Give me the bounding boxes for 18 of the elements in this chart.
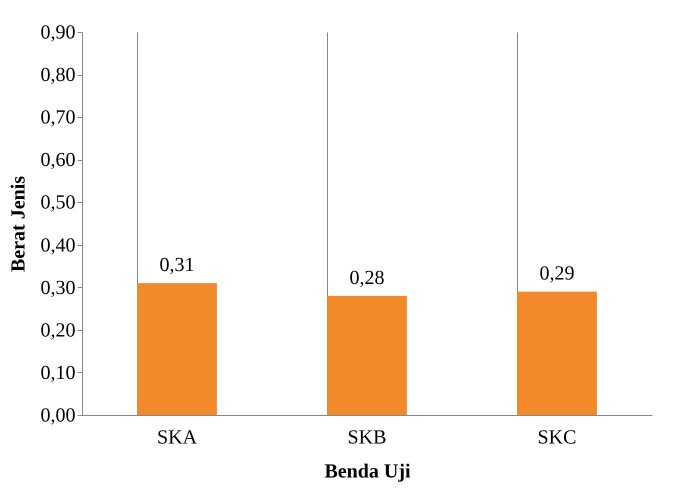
- y-tick-label: 0,70: [40, 106, 76, 129]
- y-tick-label: 0,20: [40, 319, 76, 342]
- y-tick-label: 0,90: [40, 22, 76, 44]
- y-tick-label: 0,10: [40, 362, 76, 384]
- y-tick-label: 0,40: [40, 234, 76, 256]
- y-tick-label: 0,00: [40, 404, 76, 426]
- y-tick-label: 0,60: [40, 149, 76, 172]
- y-tick-label: 0,50: [40, 192, 76, 214]
- data-label: 0,28: [350, 266, 384, 289]
- y-axis-title: Berat Jenis: [8, 176, 30, 272]
- x-axis-title: Benda Uji: [324, 460, 412, 482]
- data-label: 0,29: [540, 262, 574, 285]
- data-label: 0,31: [160, 254, 194, 276]
- x-tick-label: SKB: [348, 426, 386, 448]
- x-tick-label: SKA: [156, 426, 198, 448]
- x-tick-label: SKC: [538, 426, 576, 448]
- y-tick-label: 0,80: [40, 64, 76, 86]
- y-tick-label: 0,30: [40, 276, 76, 299]
